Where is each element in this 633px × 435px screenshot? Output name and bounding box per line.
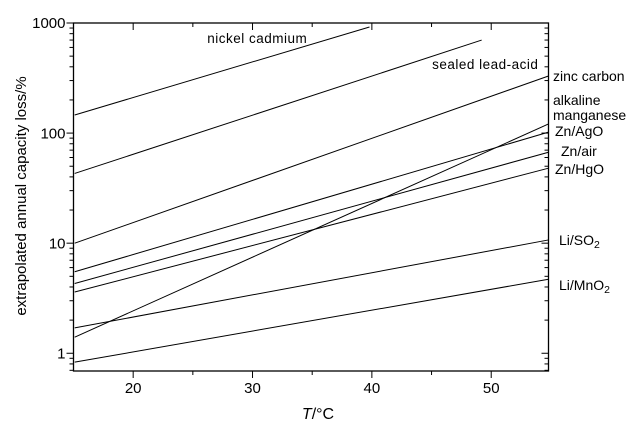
- plot-frame: [72, 22, 550, 372]
- right-label-subscript: 2: [594, 239, 600, 251]
- y-axis-ticks: 1 10 100 1000: [32, 15, 549, 371]
- inplot-label-nickel-cadmium: nickel cadmium: [207, 31, 307, 46]
- chart-root: 20 30 40 50 1 10 100 1000 nickel cadmium sealed l…: [32, 15, 626, 397]
- series-line-zn-hgo: [74, 167, 549, 293]
- inplot-labels: nickel cadmium sealed lead-acid: [207, 31, 538, 72]
- right-label-zinc-carbon: zinc carbon: [553, 68, 625, 84]
- x-tick-label-30: 30: [244, 380, 261, 397]
- series-line-sealed-lead-acid: [74, 39, 482, 174]
- series-line-zn-ago: [74, 131, 549, 273]
- series-line-li-mno2: [74, 278, 549, 363]
- x-tick-label-40: 40: [364, 380, 381, 397]
- y-tick-label-1: 1: [57, 345, 65, 362]
- series-line-nickel-cadmium: [74, 26, 370, 116]
- right-label-li-mno2: Li/MnO2: [559, 277, 610, 296]
- right-label-zn-air: Zn/air: [561, 143, 597, 159]
- right-label-alkaline: alkaline: [553, 92, 601, 108]
- series-line-zinc-carbon: [74, 75, 549, 244]
- y-tick-label-100: 100: [40, 125, 65, 142]
- right-label-zn-ago: Zn/AgO: [555, 123, 603, 139]
- x-axis-title: T/°C: [302, 406, 334, 423]
- y-tick-label-10: 10: [49, 235, 66, 252]
- series-line-zn-air: [74, 151, 549, 285]
- y-tick-label-1000: 1000: [32, 15, 65, 32]
- x-tick-label-50: 50: [483, 380, 500, 397]
- x-tick-label-20: 20: [125, 380, 142, 397]
- right-label-manganese: manganese: [553, 107, 626, 123]
- x-axis-title-unit: /°C: [312, 406, 334, 423]
- series-lines: [74, 26, 549, 363]
- inplot-label-sealed-lead-acid: sealed lead-acid: [432, 57, 538, 72]
- x-axis-title-symbol: T: [302, 406, 313, 423]
- right-label-li-so2: Li/SO2: [559, 232, 600, 251]
- right-label-zn-hgo: Zn/HgO: [555, 161, 604, 177]
- series-line-li-so2: [74, 239, 549, 329]
- x-axis-ticks: 20 30 40 50: [125, 23, 500, 397]
- y-axis-title: extrapolated annual capacity loss/%: [13, 76, 30, 315]
- right-label-subscript: 2: [604, 284, 610, 296]
